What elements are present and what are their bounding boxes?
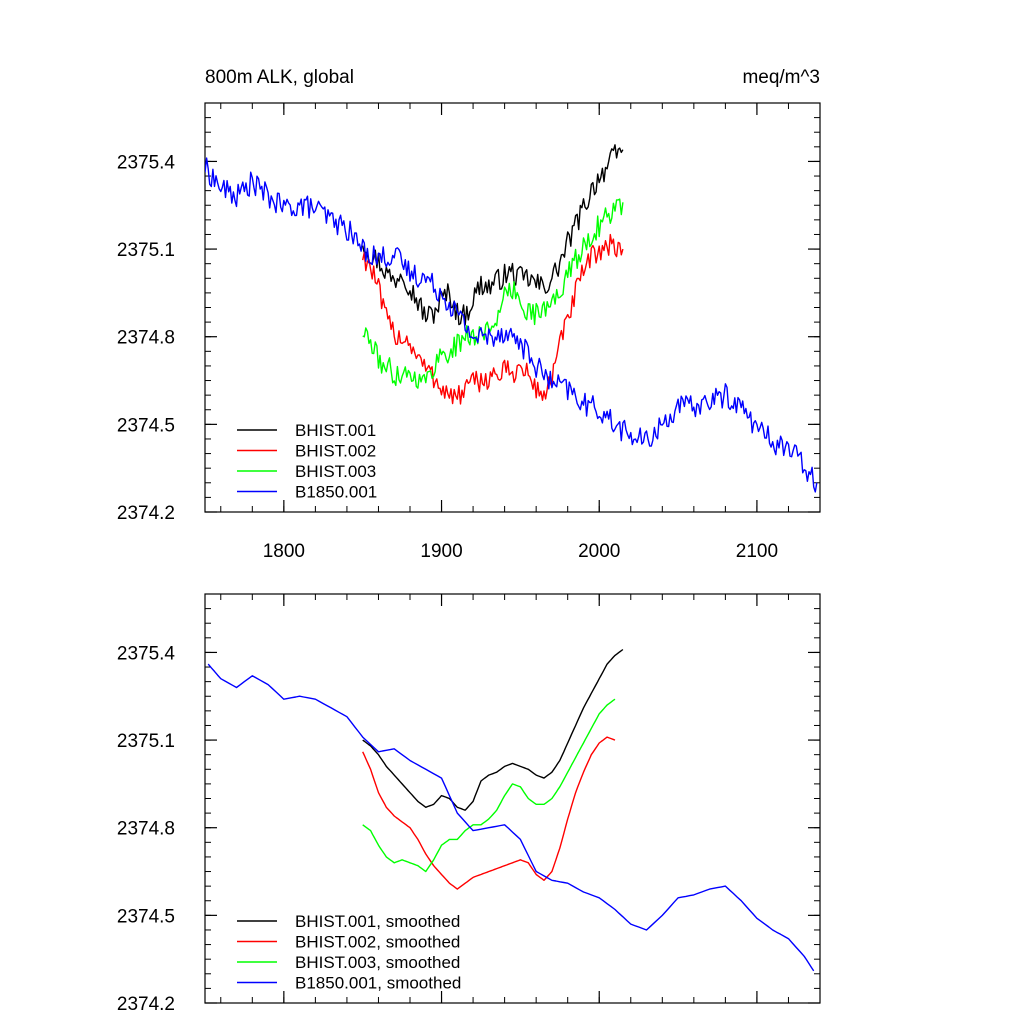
bottom-panel: 2374.2 2374.5 2374.8 2375.1 2375.4 BHIST.001,… (117, 593, 821, 1015)
series-line-bhist-002 (362, 233, 624, 405)
legend-label: BHIST.001 (295, 421, 376, 440)
x-tick-label: 2000 (578, 541, 620, 562)
series-line-bhist-003 (362, 698, 616, 873)
legend-label: BHIST.003 (295, 462, 376, 481)
x-tick-label: 2100 (736, 541, 778, 562)
series-line-bhist-001 (362, 144, 624, 326)
legend-label: BHIST.002, smoothed (295, 933, 460, 952)
series-line-bhist-001 (362, 648, 624, 811)
legend-label: BHIST.003, smoothed (295, 953, 460, 972)
series-line-b1850-001 (205, 157, 818, 493)
chart-title: 800m ALK, global (205, 67, 354, 88)
y-tick-label: 2375.4 (117, 643, 176, 664)
y-tick-label: 2375.1 (117, 731, 175, 752)
series-line-b1850-001 (207, 663, 815, 972)
y-tick-label: 2374.8 (117, 328, 175, 349)
y-tick-label: 2374.5 (117, 415, 175, 436)
legend-label: BHIST.001, smoothed (295, 912, 460, 931)
legend-label: B1850.001, smoothed (295, 974, 461, 993)
legend-label: BHIST.002 (295, 442, 376, 461)
units-label: meq/m^3 (742, 67, 820, 88)
y-tick-label: 2374.8 (117, 819, 175, 840)
x-tick-label: 1800 (263, 541, 305, 562)
x-tick-label: 1900 (420, 541, 462, 562)
y-tick-label: 2374.2 (117, 994, 175, 1015)
legend-label: B1850.001 (295, 483, 377, 502)
y-tick-label: 2375.1 (117, 240, 175, 261)
series-line-bhist-002 (362, 736, 616, 890)
y-tick-label: 2375.4 (117, 152, 176, 173)
series-line-bhist-003 (362, 198, 624, 389)
y-tick-label: 2374.5 (117, 906, 175, 927)
top-panel: 800m ALK, global meq/m^3 1800 1900 2000 2100 2… (117, 67, 821, 562)
y-tick-label: 2374.2 (117, 503, 175, 524)
